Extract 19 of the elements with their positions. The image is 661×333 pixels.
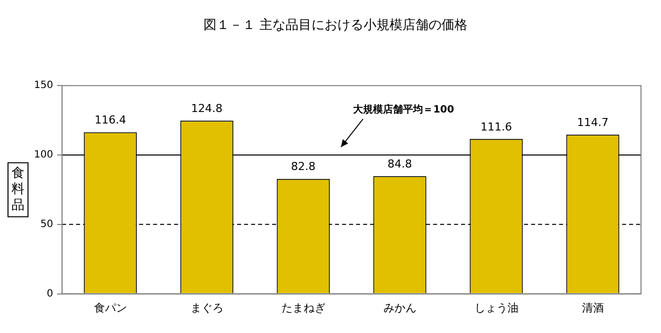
data-label: 111.6 [480,120,512,134]
ref-line-label: 大規模店舗平均＝100 [352,104,454,116]
y-tick-label: 0 [46,288,54,300]
y-tick-label: 50 [40,218,54,230]
data-label: 114.7 [577,116,609,129]
y-tick-label: 150 [34,80,54,92]
x-tick-label: 清酒 [582,301,604,314]
y-axis-title: 食料品 [12,166,24,214]
chart-title: 図１－１ 主な品目における小規模店舗の価格 [203,17,468,34]
data-label: 124.8 [191,102,223,115]
data-label: 82.8 [291,160,316,174]
y-tick-label: 100 [34,150,54,161]
data-label: 84.8 [388,157,412,170]
x-tick-label: しょう油 [474,301,518,314]
x-tick-label: まぐろ [190,301,224,314]
x-tick-label: たまねぎ [281,301,326,314]
x-tick-label: 食パン [94,301,127,314]
x-tick-label: みかん [383,301,416,314]
data-label: 116.4 [94,114,126,127]
